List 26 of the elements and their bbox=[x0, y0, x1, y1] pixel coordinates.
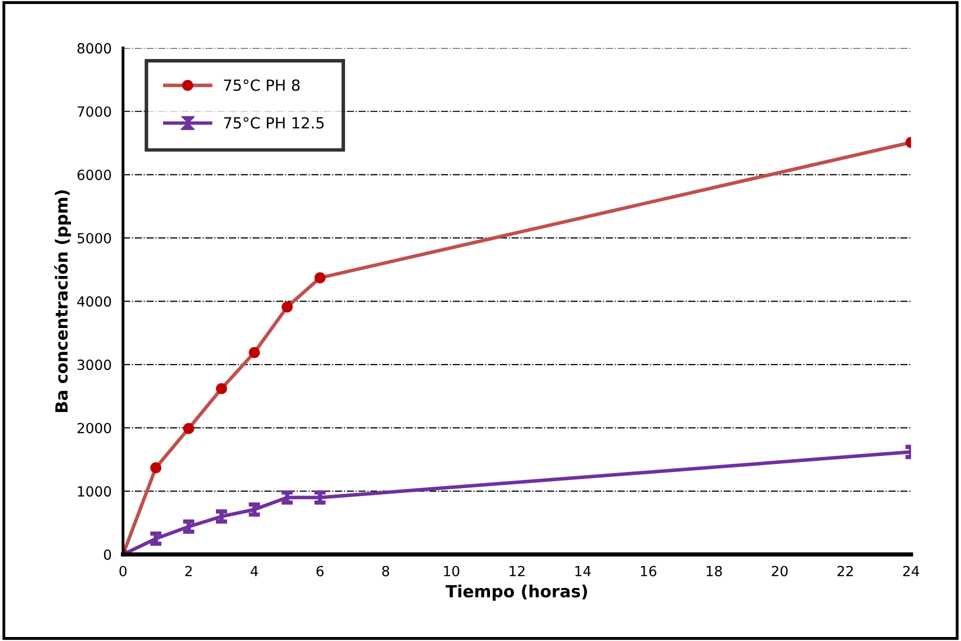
y-tick-label: 8000 bbox=[77, 43, 111, 54]
x-tick-label: 8 bbox=[382, 566, 390, 576]
y-axis-title: Ba concentración (ppm) bbox=[54, 190, 71, 412]
x-tick-label: 2 bbox=[185, 566, 192, 576]
x-tick-label: 14 bbox=[575, 566, 591, 576]
x-tick-label: 6 bbox=[316, 566, 324, 576]
x-tick-label: 20 bbox=[772, 566, 788, 576]
y-tick-label: 3000 bbox=[78, 360, 111, 370]
y-tick-label: 5000 bbox=[78, 232, 111, 244]
y-tick-label: 2000 bbox=[78, 422, 111, 434]
y-tick-label: 7000 bbox=[78, 106, 111, 117]
x-tick-label: 12 bbox=[510, 566, 524, 576]
y-tick-label: 0 bbox=[104, 549, 111, 560]
x-tick-label: 24 bbox=[903, 566, 920, 576]
legend-label: 75°C PH 12.5 bbox=[224, 117, 324, 129]
y-tick-label: 1000 bbox=[78, 486, 111, 497]
y-tick-label: 6000 bbox=[78, 170, 111, 180]
x-tick-label: 18 bbox=[706, 566, 722, 576]
x-axis-title: Tiempo (horas) bbox=[446, 584, 588, 601]
x-tick-label: 16 bbox=[641, 566, 656, 576]
x-tick-label: 22 bbox=[838, 566, 853, 576]
x-tick-label: 4 bbox=[250, 566, 258, 576]
y-tick-label: 4000 bbox=[77, 296, 111, 307]
x-tick-label: 10 bbox=[444, 566, 460, 576]
x-tick-label: 0 bbox=[120, 566, 127, 576]
legend-label: 75°C PH 8 bbox=[224, 79, 300, 91]
